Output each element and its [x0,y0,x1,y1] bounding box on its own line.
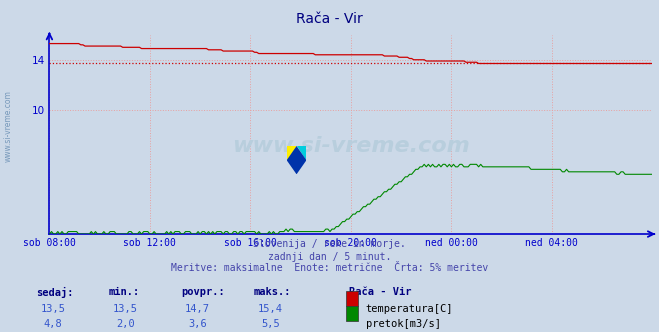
Text: pretok[m3/s]: pretok[m3/s] [366,319,441,329]
Text: 2,0: 2,0 [116,319,134,329]
Polygon shape [297,146,306,160]
Text: 4,8: 4,8 [43,319,62,329]
Text: 3,6: 3,6 [188,319,207,329]
Polygon shape [287,146,297,160]
Text: sedaj:: sedaj: [36,287,74,298]
Text: zadnji dan / 5 minut.: zadnji dan / 5 minut. [268,252,391,262]
Text: 14,7: 14,7 [185,304,210,314]
Text: Meritve: maksimalne  Enote: metrične  Črta: 5% meritev: Meritve: maksimalne Enote: metrične Črta… [171,263,488,273]
Text: 5,5: 5,5 [261,319,279,329]
Text: maks.:: maks.: [254,287,291,297]
Text: Slovenija / reke in morje.: Slovenija / reke in morje. [253,239,406,249]
Text: povpr.:: povpr.: [181,287,225,297]
Text: 13,5: 13,5 [40,304,65,314]
Text: min.:: min.: [109,287,140,297]
Text: temperatura[C]: temperatura[C] [366,304,453,314]
Text: Rača - Vir: Rača - Vir [296,12,363,26]
Text: www.si-vreme.com: www.si-vreme.com [232,136,470,156]
Text: 13,5: 13,5 [113,304,138,314]
Text: Rača - Vir: Rača - Vir [349,287,412,297]
Polygon shape [287,146,306,174]
Text: 15,4: 15,4 [258,304,283,314]
Text: www.si-vreme.com: www.si-vreme.com [3,90,13,162]
